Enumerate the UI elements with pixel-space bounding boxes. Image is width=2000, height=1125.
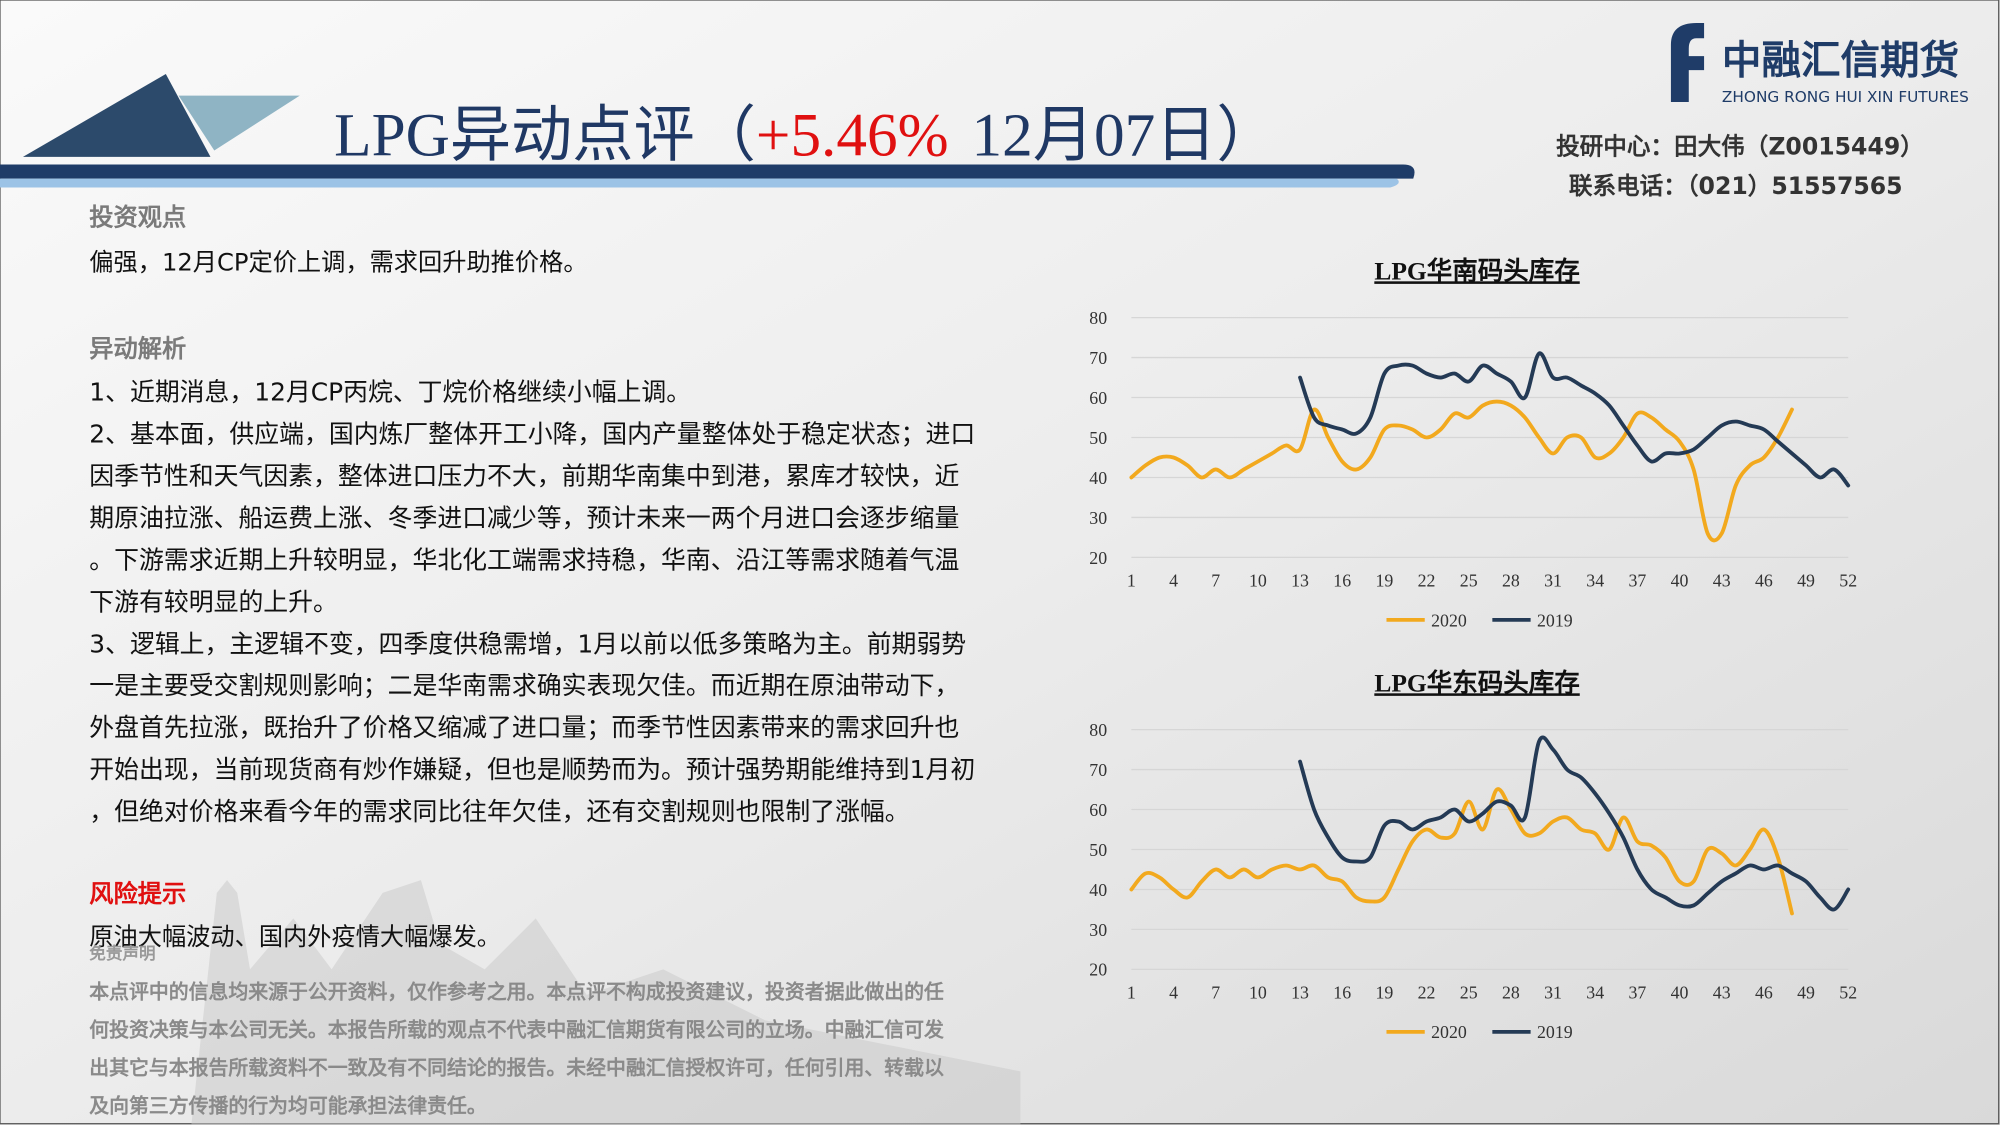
- legend-label: 2020: [1431, 1022, 1467, 1042]
- x-tick-label: 46: [1755, 983, 1773, 1003]
- x-tick-label: 37: [1628, 983, 1646, 1003]
- x-tick-label: 31: [1544, 571, 1562, 591]
- skyline: [191, 880, 1021, 1125]
- legend-label: 2019: [1537, 610, 1573, 630]
- disclaimer-body: 本点评中的信息均来源于公开资料，仅作参考之用。本点评不构成投资建议，投资者据此做…: [89, 981, 944, 1118]
- x-tick-label: 34: [1586, 571, 1604, 591]
- x-tick-label: 25: [1460, 983, 1478, 1003]
- body-text: 外盘首先拉涨，既抬升了价格又缩减了进口量；而季节性因素带来的需求回升也: [89, 713, 959, 742]
- x-tick-label: 4: [1169, 571, 1178, 591]
- title-date: 12月07日）: [972, 102, 1278, 170]
- y-tick-label: 60: [1089, 388, 1107, 408]
- x-tick-label: 52: [1839, 571, 1857, 591]
- y-tick-label: 40: [1089, 880, 1107, 900]
- y-tick-label: 20: [1089, 960, 1107, 980]
- x-tick-label: 40: [1671, 983, 1689, 1003]
- logo-name: 中融汇信期货: [1722, 38, 1959, 84]
- x-tick-label: 25: [1460, 571, 1478, 591]
- x-tick-label: 13: [1291, 983, 1309, 1003]
- x-tick-label: 13: [1291, 571, 1309, 591]
- x-tick-label: 22: [1418, 983, 1436, 1003]
- y-tick-label: 50: [1089, 428, 1107, 448]
- y-tick-label: 60: [1089, 800, 1107, 820]
- y-tick-label: 70: [1089, 760, 1107, 780]
- x-tick-label: 19: [1375, 571, 1393, 591]
- x-tick-label: 37: [1628, 571, 1646, 591]
- title-text: LPG异动点评（: [334, 102, 756, 170]
- body-text: ，但绝对价格来看今年的需求同比往年欠佳，还有交割规则也限制了涨幅。: [89, 797, 909, 826]
- series-line: [1298, 735, 1851, 912]
- x-tick-label: 28: [1502, 983, 1520, 1003]
- y-tick-label: 40: [1089, 468, 1107, 488]
- body-text: 一是主要受交割规则影响；二是华南需求确实表现欠佳。而近期在原油带动下，: [89, 671, 959, 700]
- phone: 联系电话：（021）51557565: [1569, 172, 1903, 200]
- y-tick-label: 30: [1089, 920, 1107, 940]
- x-tick-label: 49: [1797, 571, 1815, 591]
- x-tick-label: 4: [1169, 983, 1178, 1003]
- x-tick-label: 1: [1127, 983, 1136, 1003]
- disclaimer-text: 出其它与本报告所载资料不一致及有不同结论的报告。未经中融汇信授权许可，任何引用、…: [89, 1056, 944, 1079]
- y-tick-label: 50: [1089, 840, 1107, 860]
- body-text: 开始出现，当前现货商有炒作嫌疑，但也是顺势而为。预计强势期能维持到1月初: [89, 755, 975, 784]
- title-change: +5.46%: [756, 102, 949, 170]
- y-tick-label: 80: [1089, 308, 1107, 328]
- y-tick-label: 80: [1089, 720, 1107, 740]
- x-tick-label: 34: [1586, 983, 1604, 1003]
- header-band: [0, 178, 1399, 188]
- body-text: 2、基本面，供应端，国内炼厂整体开工小降，国内产量整体处于稳定状态；进口: [89, 419, 975, 448]
- body-text: 。下游需求近期上升较明显，华北化工端需求持稳，华南、沿江等需求随着气温: [89, 545, 959, 574]
- y-tick-label: 70: [1089, 348, 1107, 368]
- header-band: [0, 164, 1415, 179]
- x-tick-label: 22: [1418, 571, 1436, 591]
- body-text: 因季节性和天气因素，整体进口压力不大，前期华南集中到港，累库才较快，近: [89, 461, 959, 490]
- x-tick-label: 43: [1713, 983, 1731, 1003]
- logo-english: ZHONG RONG HUI XIN FUTURES: [1722, 88, 1969, 106]
- disclaimer-heading: 免责声明: [89, 943, 155, 963]
- y-tick-label: 30: [1089, 508, 1107, 528]
- x-tick-label: 10: [1249, 571, 1267, 591]
- body-text: 3、逻辑上，主逻辑不变，四季度供稳需增，1月以前以低多策略为主。前期弱势: [89, 629, 966, 658]
- x-tick-label: 49: [1797, 983, 1815, 1003]
- analysis-body: 1、近期消息，12月CP丙烷、丁烷价格继续小幅上调。 2、基本面，供应端，国内炼厂…: [89, 378, 975, 827]
- x-tick-label: 52: [1839, 983, 1857, 1003]
- x-tick-label: 19: [1375, 983, 1393, 1003]
- charts: LPG华南码头库存 20 30 40 50 60 70 80 1 4 7 10 13 16 19 22 25 28…: [1089, 256, 1857, 1042]
- body-text: 1、近期消息，12月CP丙烷、丁烷价格继续小幅上调。: [89, 378, 691, 407]
- y-tick-label: 20: [1089, 548, 1107, 568]
- x-tick-label: 1: [1127, 571, 1136, 591]
- deco-triangle: [22, 73, 211, 157]
- body-text: 原油大幅波动、国内外疫情大幅爆发。: [89, 923, 501, 951]
- chart-title: LPG华南码头库存: [1374, 256, 1579, 285]
- section-heading: 投资观点: [89, 204, 186, 232]
- x-tick-label: 7: [1211, 983, 1220, 1003]
- legend-label: 2019: [1537, 1022, 1573, 1042]
- section-heading: 风险提示: [89, 880, 186, 908]
- x-tick-label: 40: [1671, 571, 1689, 591]
- x-tick-label: 43: [1713, 571, 1731, 591]
- logo-mark: [1670, 22, 1705, 103]
- disclaimer-text: 何投资决策与本公司无关。本报告所载的观点不代表中融汇信期货有限公司的立场。中融汇…: [89, 1019, 944, 1042]
- x-tick-label: 31: [1544, 983, 1562, 1003]
- page-title: LPG异动点评（+5.46% 12月07日）: [334, 102, 1277, 170]
- body-text: 偏强，12月CP定价上调，需求回升助推价格。: [89, 248, 587, 276]
- section-heading: 异动解析: [89, 335, 186, 363]
- deco-triangle: [178, 95, 300, 151]
- analyst: 投研中心：田大伟（Z0015449）: [1556, 132, 1924, 160]
- x-tick-label: 46: [1755, 571, 1773, 591]
- legend-label: 2020: [1431, 610, 1467, 630]
- series-line: [1298, 351, 1851, 488]
- series-line: [1129, 399, 1794, 543]
- x-tick-label: 10: [1249, 983, 1267, 1003]
- x-tick-label: 7: [1211, 571, 1220, 591]
- x-tick-label: 16: [1333, 983, 1351, 1003]
- body-text: 下游有较明显的上升。: [89, 587, 338, 616]
- x-tick-label: 16: [1333, 571, 1351, 591]
- x-tick-label: 28: [1502, 571, 1520, 591]
- chart-title: LPG华东码头库存: [1374, 668, 1579, 697]
- body-text: 期原油拉涨、船运费上涨、冬季进口减少等，预计未来一两个月进口会逐步缩量: [89, 503, 959, 532]
- disclaimer-text: 本点评中的信息均来源于公开资料，仅作参考之用。本点评不构成投资建议，投资者据此做…: [89, 981, 944, 1004]
- disclaimer-text: 及向第三方传播的行为均可能承担法律责任。: [89, 1094, 487, 1117]
